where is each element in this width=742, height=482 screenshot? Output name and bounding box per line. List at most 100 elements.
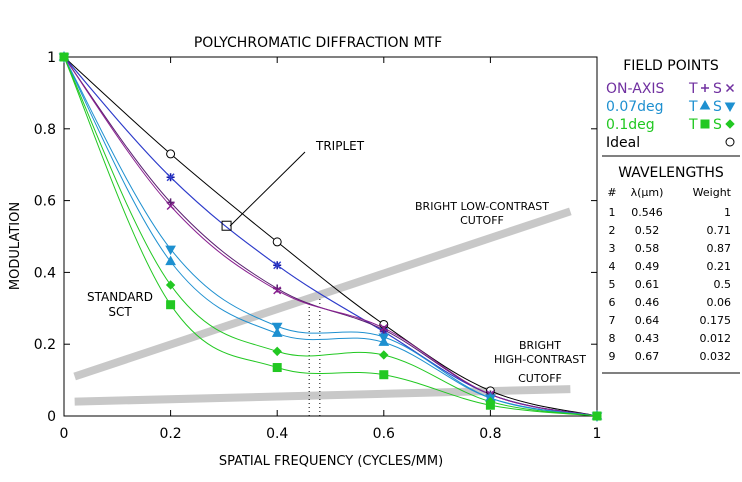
cutoff-line-low <box>73 207 572 381</box>
data-point-onaxis_s <box>273 261 282 270</box>
wl-cell: 0.21 <box>707 260 732 273</box>
wl-cell: 5 <box>609 278 616 291</box>
annotation-standard-line1: STANDARD <box>87 290 153 304</box>
data-point-triplet_s <box>166 201 175 211</box>
wl-cell: 0.49 <box>635 260 660 273</box>
y-axis-label: MODULATION <box>8 202 23 290</box>
y-tick-label: 0.8 <box>34 122 56 138</box>
wl-cell: 8 <box>609 332 616 345</box>
data-point-f01_s <box>592 411 602 421</box>
wl-cell: 0.5 <box>714 278 732 291</box>
wl-header: λ(μm) <box>631 186 664 199</box>
data-point-f01_s <box>165 280 176 290</box>
data-point-f01_t <box>379 370 389 380</box>
wl-cell: 7 <box>609 314 616 327</box>
annotation-bright-high-line3: CUTOFF <box>518 372 562 385</box>
series-markers <box>58 50 603 423</box>
data-point-ideal <box>166 149 176 159</box>
data-point-ideal <box>272 237 282 247</box>
x-tick-label: 0.4 <box>266 426 288 442</box>
wl-cell: 4 <box>609 260 616 273</box>
data-point-f01_s <box>59 52 69 62</box>
legend-wavelength-title: WAVELENGTHS <box>618 165 724 181</box>
legend-t-label: T <box>688 81 698 97</box>
data-point-f007_s <box>271 322 283 333</box>
wl-cell: 0.67 <box>635 350 660 363</box>
legend-s-marker <box>725 119 735 129</box>
annotation-bright-high-line1: BRIGHT <box>519 339 561 352</box>
x-axis-label: SPATIAL FREQUENCY (CYCLES/MM) <box>219 454 443 469</box>
legend-panel: FIELD POINTS ON-AXIS T S0.07deg T S0.1deg T SI… <box>602 58 740 374</box>
data-point-triplet_s <box>273 286 282 295</box>
data-point-f01_s <box>485 396 496 407</box>
data-point-onaxis_s <box>166 173 175 182</box>
wl-cell: 6 <box>609 296 616 309</box>
data-point-f007_t <box>165 255 176 266</box>
wl-cell: 0.46 <box>635 296 660 309</box>
data-point-f01_s <box>379 350 389 360</box>
axis-ticks <box>63 56 598 417</box>
data-point-triplet_s <box>379 324 388 333</box>
wl-cell: 2 <box>609 224 616 237</box>
wl-cell: 9 <box>609 350 616 363</box>
data-point-f01_s <box>272 346 282 357</box>
legend-t-label: T <box>688 117 698 133</box>
legend-s-marker <box>725 137 735 147</box>
wl-cell: 0.43 <box>635 332 660 345</box>
chart-title: POLYCHROMATIC DIFFRACTION MTF <box>194 35 442 51</box>
legend-s-label: S <box>713 117 722 133</box>
x-tick-label: 0.6 <box>373 426 395 442</box>
wl-cell: 0.52 <box>635 224 660 237</box>
wl-cell: 0.87 <box>707 242 732 255</box>
legend-field-title: FIELD POINTS <box>623 58 719 74</box>
triplet-marker-box <box>221 220 232 231</box>
wl-cell: 0.546 <box>631 206 663 219</box>
wl-header: # <box>607 186 616 199</box>
tick-labels: 0 0.2 0.4 0.6 0.8 1 0 0.2 0.4 0.6 0.8 1 <box>34 50 602 442</box>
wl-header: Weight <box>693 186 732 199</box>
wl-cell: 0.61 <box>635 278 660 291</box>
wl-cell: 0.71 <box>707 224 732 237</box>
x-tick-label: 0.2 <box>159 426 181 442</box>
legend-s-label: S <box>713 99 722 115</box>
y-tick-label: 0.2 <box>34 337 56 353</box>
wl-cell: 0.64 <box>635 314 660 327</box>
annotation-standard-line2: SCT <box>108 305 132 319</box>
annotation-bright-low-line1: BRIGHT LOW-CONTRAST <box>415 200 549 213</box>
legend-s-marker <box>724 102 736 113</box>
triplet-leader-line <box>229 151 306 227</box>
wl-cell: 0.06 <box>707 296 732 309</box>
x-tick-label: 1 <box>593 426 602 442</box>
wl-cell: 0.58 <box>635 242 660 255</box>
x-tick-label: 0.8 <box>479 426 501 442</box>
data-point-f007_s <box>378 333 390 344</box>
annotation-bright-low-line2: CUTOFF <box>460 214 504 227</box>
y-tick-label: 0 <box>47 409 56 425</box>
legend-t-marker <box>699 99 711 110</box>
y-tick-label: 0.4 <box>34 265 56 281</box>
data-point-f01_t <box>166 300 176 310</box>
wl-cell: 0.032 <box>700 350 732 363</box>
wl-cell: 0.012 <box>700 332 732 345</box>
legend-t-marker <box>700 119 710 129</box>
plot-frame <box>63 56 598 417</box>
legend-field-label: 0.1deg <box>606 117 655 133</box>
wl-cell: 0.175 <box>700 314 732 327</box>
wl-cell: 1 <box>609 206 616 219</box>
legend-s-label: S <box>713 81 722 97</box>
legend-field-label: 0.07deg <box>606 99 664 115</box>
legend-t-marker <box>701 84 709 92</box>
wl-cell: 1 <box>724 206 731 219</box>
data-point-f007_s <box>165 245 176 256</box>
data-point-f01_t <box>272 363 282 373</box>
legend-s-marker <box>725 83 735 93</box>
wl-cell: 3 <box>609 242 616 255</box>
data-point-f007_t <box>271 327 283 337</box>
x-tick-label: 0 <box>60 426 69 442</box>
annotation-bright-high-line2: HIGH-CONTRAST <box>494 353 586 366</box>
legend-field-label: Ideal <box>606 135 640 151</box>
annotation-triplet: TRIPLET <box>315 139 365 153</box>
